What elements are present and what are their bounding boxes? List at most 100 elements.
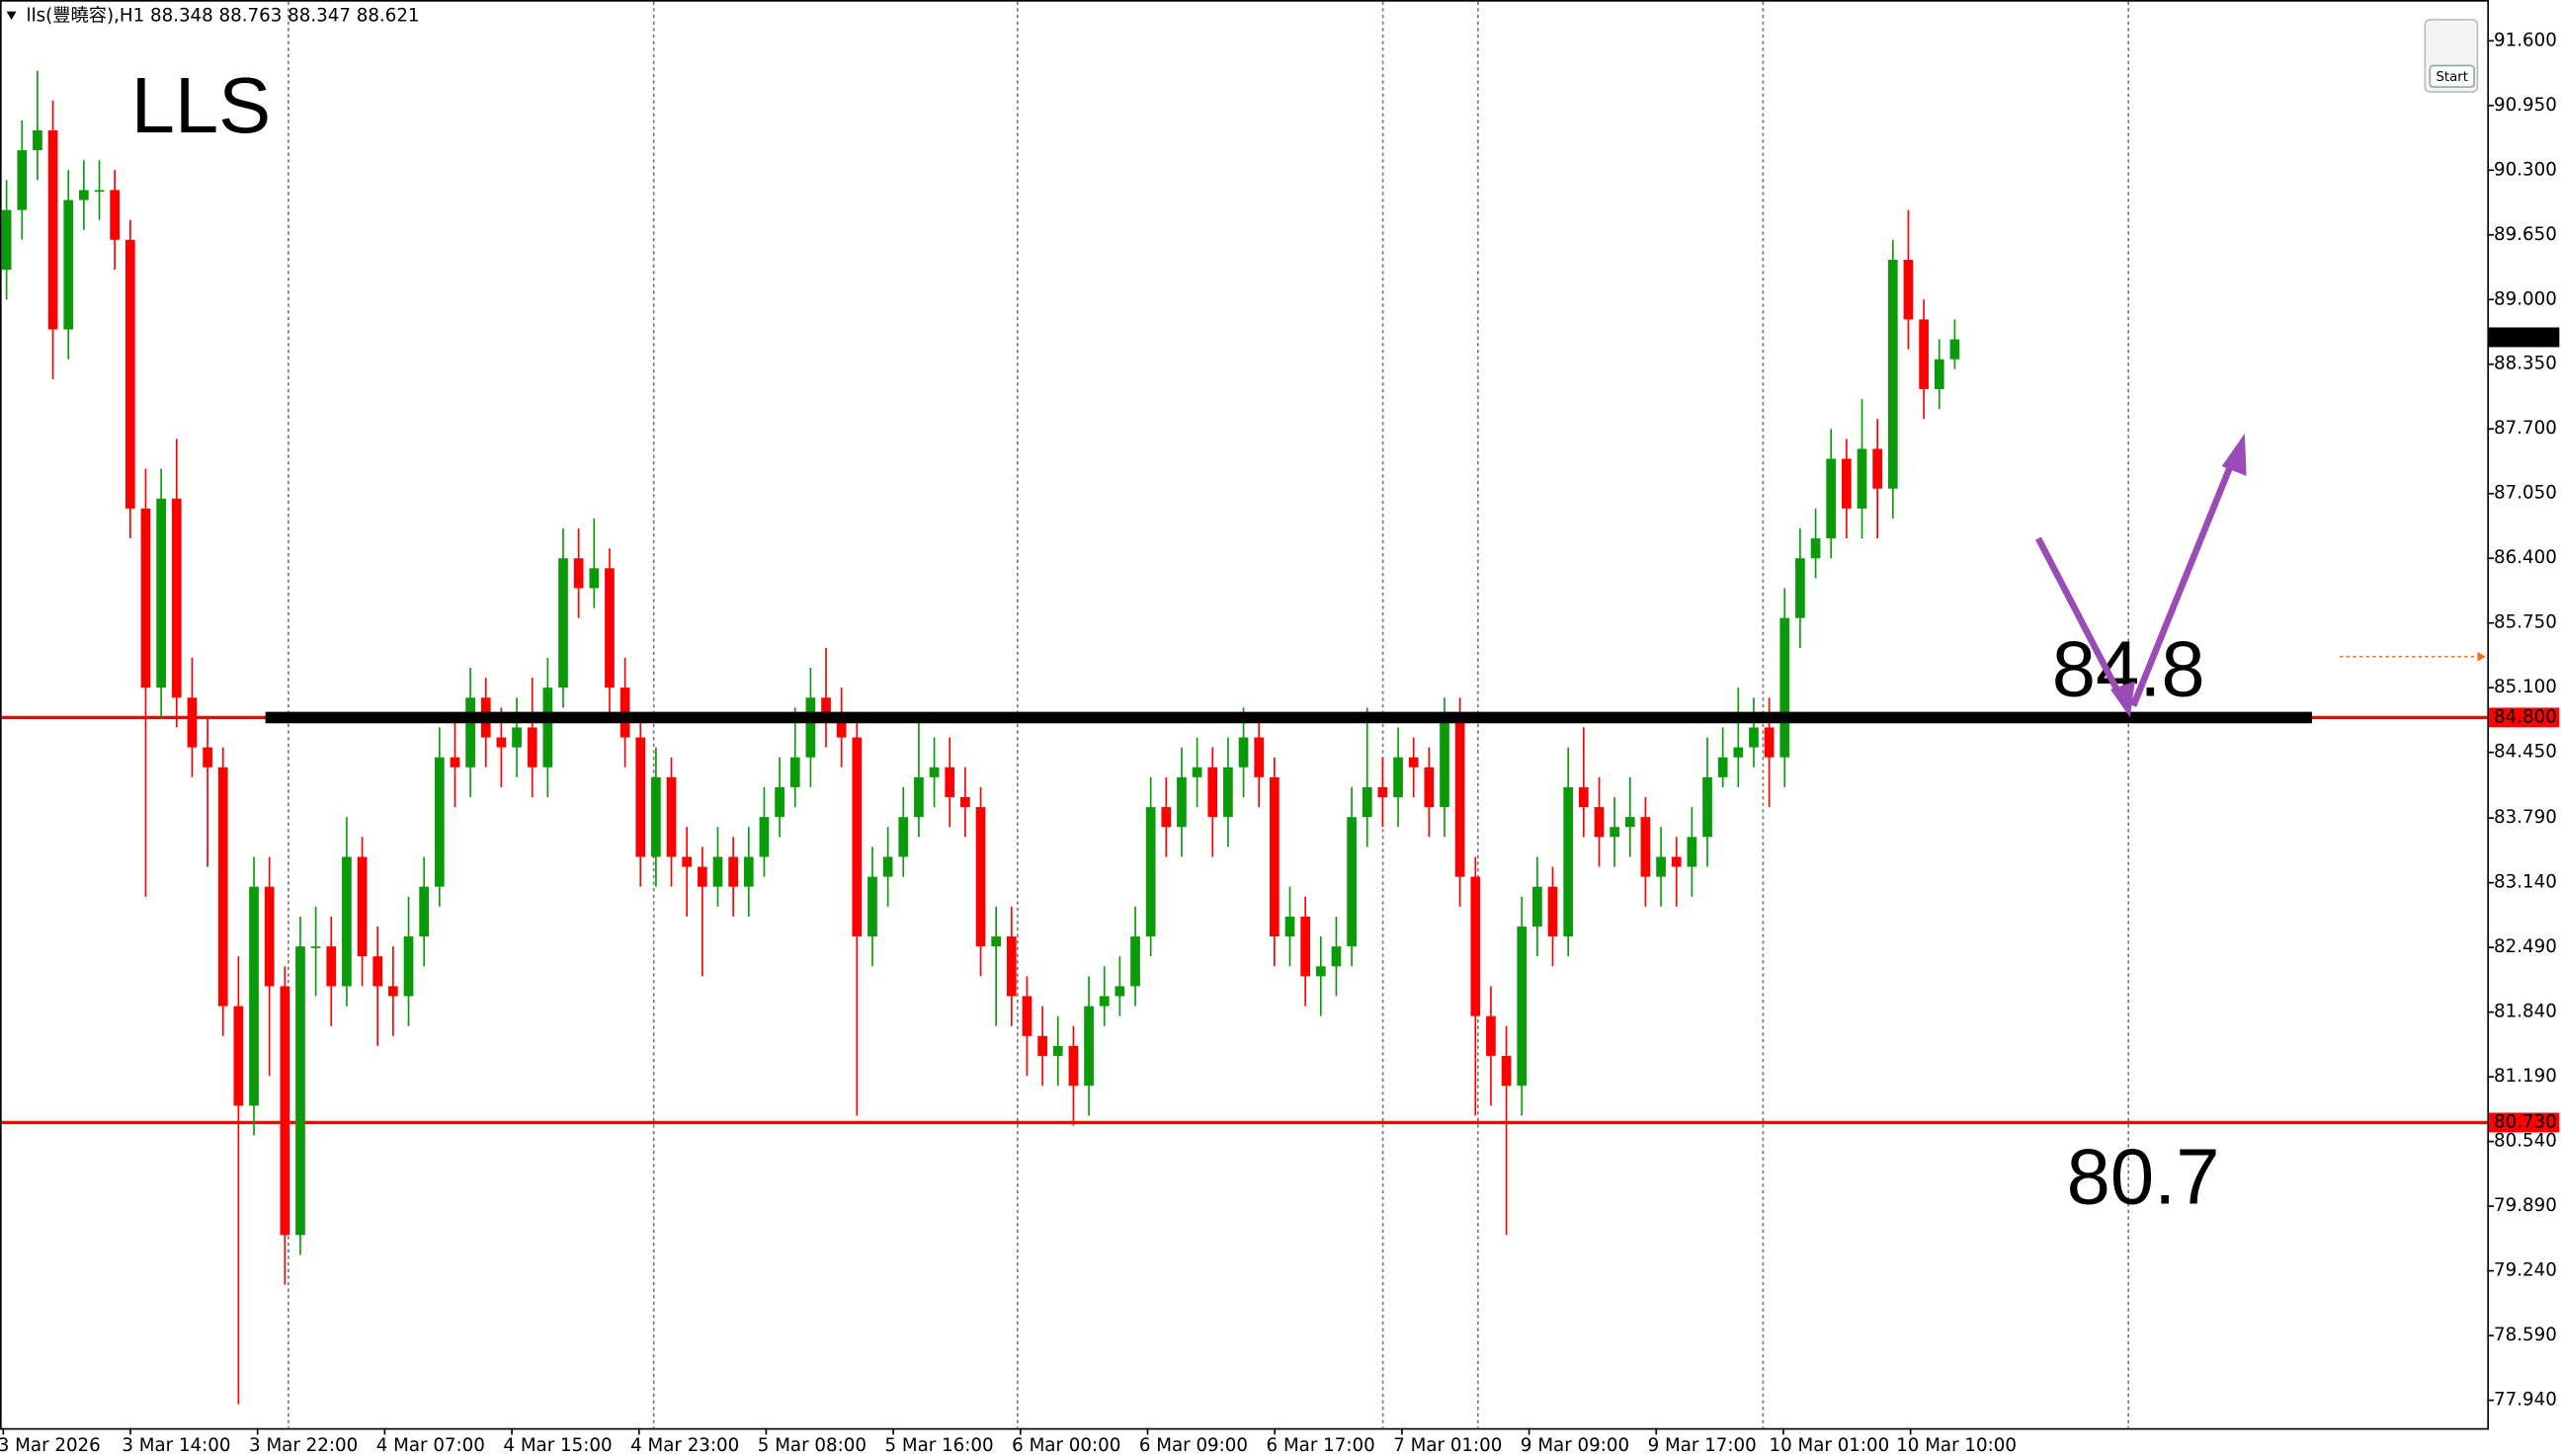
candle-body	[1408, 757, 1419, 768]
candle-body	[1624, 817, 1635, 828]
y-tick-label: 83.790	[2494, 807, 2557, 828]
x-tick-label: 6 Mar 00:00	[1012, 1435, 1120, 1456]
candle-body	[605, 568, 615, 688]
candle-body	[110, 190, 121, 240]
candle-body	[1857, 448, 1867, 509]
candle-body	[1037, 1035, 1047, 1056]
y-tick-label: 88.350	[2494, 354, 2557, 374]
alert-head	[2477, 651, 2486, 662]
candle-body	[1764, 727, 1775, 758]
candle-body	[295, 946, 305, 1236]
x-tick-label: 4 Mar 07:00	[376, 1435, 485, 1456]
candle-body	[1284, 916, 1295, 937]
candle-body	[542, 688, 553, 768]
y-tick-label: 84.450	[2494, 742, 2557, 763]
menu-arrow[interactable]	[6, 11, 17, 20]
candle-body	[264, 886, 275, 987]
candle-body	[1006, 936, 1017, 997]
candle-body	[929, 767, 940, 777]
y-tick-label: 79.240	[2494, 1260, 2557, 1281]
x-tick-label: 5 Mar 16:00	[884, 1435, 993, 1456]
candle-body	[249, 886, 259, 1106]
candle-body	[1300, 916, 1311, 977]
candle-body	[372, 956, 383, 987]
x-tick-label: 3 Mar 22:00	[249, 1435, 358, 1456]
x-tick-label: 9 Mar 17:00	[1648, 1435, 1757, 1456]
candle-body	[1022, 996, 1033, 1036]
x-tick-label: 6 Mar 17:00	[1267, 1435, 1375, 1456]
level-tag-label: 80.730	[2494, 1111, 2557, 1132]
candle-body	[171, 498, 182, 698]
candle-body	[388, 986, 398, 997]
candle-body	[1470, 876, 1481, 1016]
candle-body	[1331, 946, 1342, 967]
candle-body	[465, 697, 475, 768]
candle-body	[47, 129, 58, 330]
candle-body	[233, 1006, 244, 1106]
candle-body	[1207, 767, 1218, 818]
candle-body	[1749, 727, 1759, 748]
x-tick-label: 10 Mar 10:00	[1896, 1435, 2017, 1456]
candle-body	[1501, 1055, 1512, 1087]
candle-body	[1578, 786, 1589, 808]
candle-body	[1254, 737, 1265, 777]
candle-body	[882, 856, 893, 877]
candle-body	[1656, 856, 1666, 877]
x-tick-label: 4 Mar 15:00	[503, 1435, 612, 1456]
candle-body	[1671, 856, 1682, 867]
candle-body	[1687, 837, 1697, 867]
y-tick-label: 86.400	[2494, 547, 2557, 568]
candle-body	[558, 558, 568, 688]
y-tick-label: 83.140	[2494, 872, 2557, 893]
y-tick-label: 90.950	[2494, 95, 2557, 116]
candle-body	[1, 209, 12, 271]
candle-body	[1826, 458, 1837, 539]
candle-body	[682, 856, 693, 867]
y-tick-label: 91.600	[2494, 30, 2557, 50]
y-tick-label: 85.750	[2494, 612, 2557, 633]
candle-body	[512, 727, 522, 748]
candle-body	[1192, 767, 1202, 777]
candle-body	[805, 697, 816, 758]
candle-body	[775, 786, 785, 818]
y-tick-label: 90.300	[2494, 159, 2557, 180]
level-tag	[2489, 1112, 2560, 1133]
x-tick-label: 4 Mar 23:00	[630, 1435, 739, 1456]
candle-body	[1717, 757, 1728, 777]
candle-body	[94, 190, 105, 193]
candle-body	[1145, 807, 1156, 937]
forecast-arrows	[2035, 461, 2235, 707]
x-tick-label: 10 Mar 01:00	[1770, 1435, 1890, 1456]
candle-body	[496, 737, 507, 748]
candle-body	[342, 856, 352, 987]
arrow-head	[2221, 433, 2247, 476]
candle-body	[573, 558, 584, 589]
y-tick-label: 87.700	[2494, 418, 2557, 439]
candle-body	[357, 856, 368, 957]
y-tick-label: 89.650	[2494, 224, 2557, 245]
candle-body	[945, 767, 955, 798]
last-price-label: 88.621	[2494, 326, 2557, 347]
candle-body	[914, 776, 924, 818]
candle-body	[759, 817, 770, 857]
x-tick-label: 6 Mar 09:00	[1139, 1435, 1248, 1456]
candle-body	[1223, 767, 1233, 818]
y-tick-label: 80.540	[2494, 1131, 2557, 1152]
candle-body	[960, 797, 970, 808]
last-price-tag	[2489, 327, 2560, 348]
candle-body	[1594, 807, 1605, 838]
down-arrow	[2035, 536, 2123, 698]
candle-body	[1810, 538, 1821, 559]
candle-body	[1238, 737, 1249, 768]
candle-body	[79, 190, 89, 201]
candle-body	[852, 737, 863, 937]
start-button-label[interactable]: Start	[2437, 70, 2468, 85]
candle-body	[1377, 786, 1388, 798]
candle-body	[450, 757, 460, 768]
candle-body	[635, 737, 646, 857]
start-button[interactable]	[2429, 64, 2475, 88]
candle-body	[1903, 259, 1914, 320]
candle-body	[666, 776, 677, 857]
candle-body	[326, 946, 337, 987]
